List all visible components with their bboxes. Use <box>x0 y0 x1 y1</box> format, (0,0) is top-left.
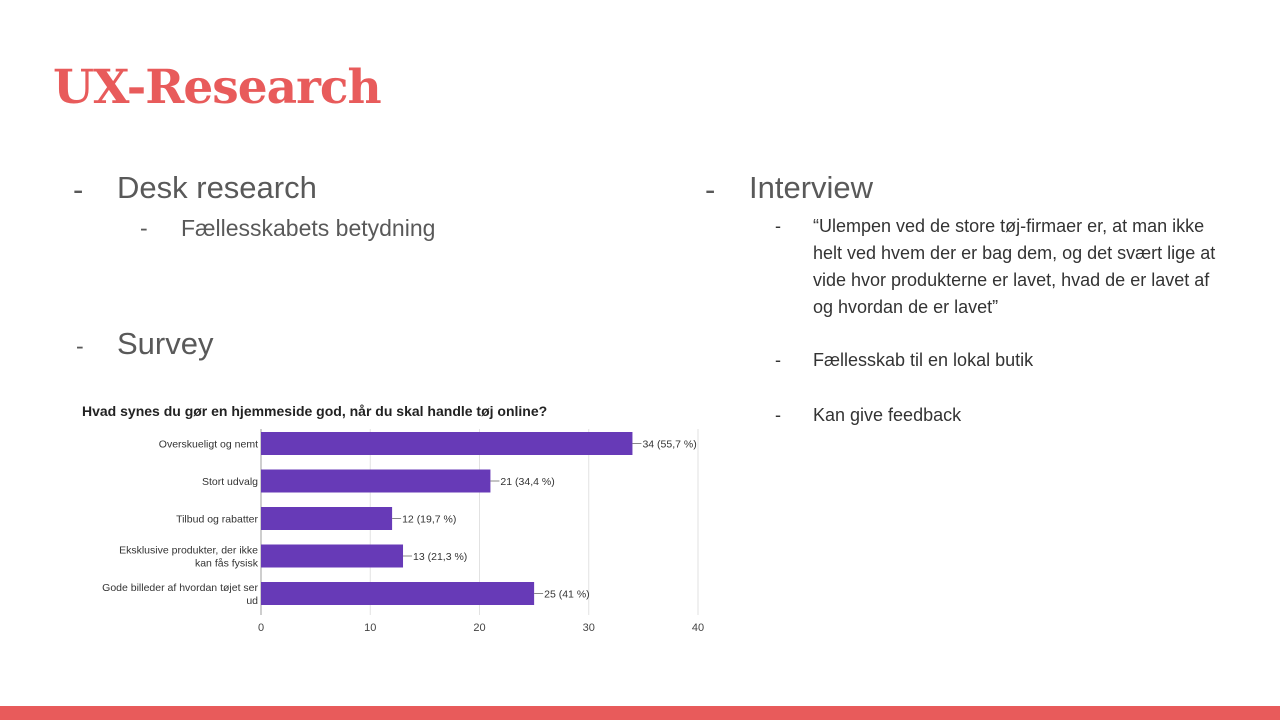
desk-research-subitem: Fællesskabets betydning <box>181 215 436 241</box>
bullet-dash: - <box>140 215 148 241</box>
bullet-dash: - <box>775 405 781 425</box>
data-label: 34 (55,7 %) <box>642 439 696 451</box>
bullet-dash: - <box>775 216 781 236</box>
survey-bar-chart: Hvad synes du gør en hjemmeside god, når… <box>82 403 704 634</box>
bar <box>261 507 393 530</box>
bar <box>261 432 633 455</box>
interview-item-local-shop: Fællesskab til en lokal butik <box>813 350 1034 370</box>
category-label: Gode billeder af hvordan tøjet ser <box>102 582 258 594</box>
bullet-dash: - <box>705 172 716 207</box>
bar <box>261 582 535 605</box>
bar <box>261 469 491 493</box>
category-label: Stort udvalg <box>202 476 258 488</box>
x-tick-label: 10 <box>364 622 376 634</box>
category-label: kan fås fysisk <box>195 558 259 570</box>
x-tick-label: 20 <box>473 622 485 634</box>
data-label: 21 (34,4 %) <box>500 476 554 488</box>
bullet-dash: - <box>775 350 781 370</box>
x-tick-label: 40 <box>692 622 704 634</box>
bar <box>261 544 404 568</box>
bottom-accent-bar <box>0 706 1280 720</box>
survey-heading: Survey <box>117 326 214 361</box>
desk-research-heading: Desk research <box>117 170 317 205</box>
interview-item-feedback: Kan give feedback <box>813 405 962 425</box>
category-label: Overskueligt og nemt <box>159 439 258 451</box>
interview-heading: Interview <box>749 170 874 205</box>
category-label: Tilbud og rabatter <box>176 514 258 526</box>
data-label: 13 (21,3 %) <box>413 551 467 563</box>
bullet-dash: - <box>76 333 84 359</box>
interview-quote: “Ulempen ved de store tøj-firmaer er, at… <box>813 216 1216 317</box>
category-label: Eksklusive produkter, der ikke <box>119 545 258 557</box>
data-label: 12 (19,7 %) <box>402 514 456 526</box>
bullet-dash: - <box>73 172 84 207</box>
chart-title: Hvad synes du gør en hjemmeside god, når… <box>82 403 547 419</box>
category-label: ud <box>246 595 258 607</box>
x-tick-label: 0 <box>258 622 264 634</box>
slide-title: UX-Research <box>53 60 382 115</box>
x-tick-label: 30 <box>583 622 595 634</box>
data-label: 25 (41 %) <box>544 589 590 601</box>
